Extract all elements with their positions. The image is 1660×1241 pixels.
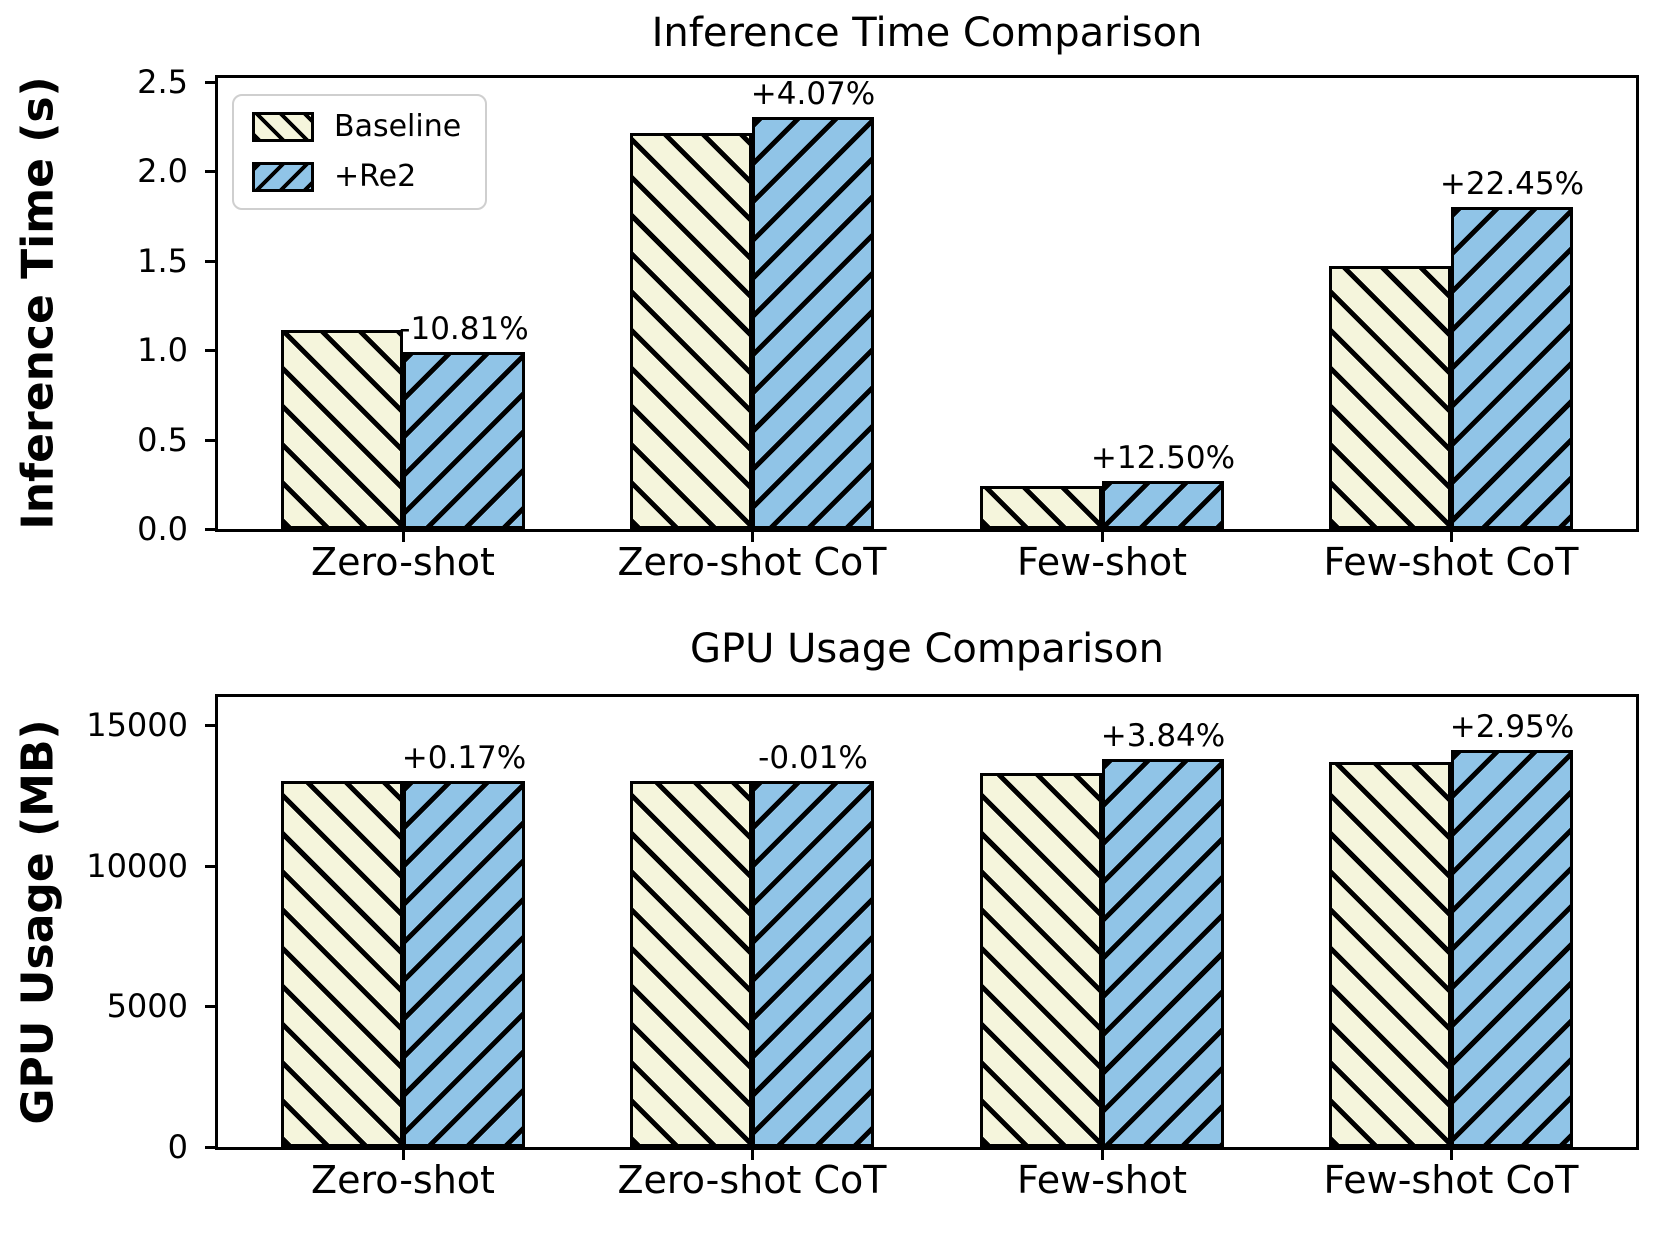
x-tick-label-zero-shot-cot: Zero-shot CoT bbox=[617, 540, 887, 584]
y-tick-mark bbox=[205, 260, 215, 263]
bar-baseline-zero-shot bbox=[281, 330, 403, 529]
pct-change-label-zero-shot-cot: -0.01% bbox=[758, 740, 868, 776]
legend-re2-label: +Re2 bbox=[334, 159, 417, 194]
x-tick-label-few-shot: Few-shot bbox=[1017, 540, 1187, 584]
y-tick-label-5000: 5000 bbox=[106, 987, 188, 1025]
y-tick-mark bbox=[205, 349, 215, 352]
y-tick-label-1.0: 1.0 bbox=[137, 331, 188, 369]
y-tick-mark bbox=[205, 170, 215, 173]
gpu-usage-chart-title: GPU Usage Comparison bbox=[690, 626, 1164, 672]
x-tick-mark-zero-shot-cot bbox=[751, 1150, 754, 1160]
legend-baseline-label: Baseline bbox=[334, 109, 462, 144]
x-tick-label-zero-shot: Zero-shot bbox=[311, 1158, 495, 1202]
x-tick-mark-few-shot-cot bbox=[1450, 1150, 1453, 1160]
y-tick-label-0.0: 0.0 bbox=[137, 510, 188, 548]
pct-change-label-few-shot: +12.50% bbox=[1090, 440, 1236, 476]
legend: Baseline +Re2 bbox=[232, 94, 488, 210]
x-tick-label-few-shot: Few-shot bbox=[1017, 1158, 1187, 1202]
y-tick-mark bbox=[205, 528, 215, 531]
gpu-usage-plot-area: 0 5000 10000 15000 Zero-shot +0.17% Zero-shot … bbox=[86, 694, 1639, 1202]
bar-baseline-few-shot-cot bbox=[1329, 762, 1451, 1147]
bar-baseline-zero-shot-cot bbox=[630, 781, 752, 1147]
x-tick-mark-zero-shot-cot bbox=[751, 532, 754, 542]
y-tick-label-0.5: 0.5 bbox=[137, 421, 188, 459]
y-tick-mark bbox=[205, 724, 215, 727]
pct-change-label-few-shot-cot: +2.95% bbox=[1449, 709, 1575, 745]
bar--re2-zero-shot bbox=[403, 352, 525, 529]
y-tick-label-2.5: 2.5 bbox=[137, 63, 188, 101]
inference-time-y-axis-label: Inference Time (s) bbox=[12, 76, 64, 530]
y-tick-mark bbox=[205, 1005, 215, 1008]
y-tick-label-10000: 10000 bbox=[86, 847, 188, 885]
bar--re2-zero-shot-cot bbox=[752, 781, 874, 1147]
bar--re2-zero-shot bbox=[403, 781, 525, 1147]
legend-baseline-swatch-icon bbox=[252, 112, 314, 142]
x-tick-label-zero-shot: Zero-shot bbox=[311, 540, 495, 584]
x-tick-label-few-shot-cot: Few-shot CoT bbox=[1323, 1158, 1579, 1202]
inference-time-chart-title: Inference Time Comparison bbox=[651, 10, 1203, 56]
bar--re2-few-shot bbox=[1102, 759, 1224, 1147]
x-tick-label-few-shot-cot: Few-shot CoT bbox=[1323, 540, 1579, 584]
pct-change-label-zero-shot: +0.17% bbox=[401, 740, 527, 776]
inference-time-plot-area: Baseline +Re2 0.0 0.5 1.0 1.5 2.0 2.5 Zero-sho… bbox=[137, 63, 1639, 584]
x-tick-mark-zero-shot bbox=[402, 532, 405, 542]
legend-re2-swatch-icon bbox=[252, 162, 314, 192]
bar--re2-few-shot-cot bbox=[1451, 750, 1573, 1147]
y-tick-label-0: 0 bbox=[167, 1128, 188, 1166]
legend-item-baseline: Baseline bbox=[252, 110, 461, 144]
bar--re2-few-shot-cot bbox=[1451, 207, 1573, 529]
gpu-usage-y-axis-label: GPU Usage (MB) bbox=[12, 719, 64, 1125]
bar-baseline-zero-shot bbox=[281, 781, 403, 1147]
y-tick-mark bbox=[205, 1146, 215, 1149]
y-tick-label-1.5: 1.5 bbox=[137, 242, 188, 280]
pct-change-label-zero-shot: -10.81% bbox=[399, 311, 529, 347]
pct-change-label-zero-shot-cot: +4.07% bbox=[750, 76, 876, 112]
bar-baseline-zero-shot-cot bbox=[630, 133, 752, 529]
y-tick-label-15000: 15000 bbox=[86, 706, 188, 744]
bar--re2-zero-shot-cot bbox=[752, 117, 874, 529]
x-tick-mark-few-shot bbox=[1101, 532, 1104, 542]
pct-change-label-few-shot-cot: +22.45% bbox=[1439, 166, 1585, 202]
pct-change-label-few-shot: +3.84% bbox=[1100, 718, 1226, 754]
bar-baseline-few-shot bbox=[980, 773, 1102, 1147]
bar--re2-few-shot bbox=[1102, 481, 1224, 529]
bar-baseline-few-shot bbox=[980, 486, 1102, 529]
x-tick-mark-few-shot bbox=[1101, 1150, 1104, 1160]
x-tick-label-zero-shot-cot: Zero-shot CoT bbox=[617, 1158, 887, 1202]
y-tick-mark bbox=[205, 81, 215, 84]
x-tick-mark-zero-shot bbox=[402, 1150, 405, 1160]
y-tick-label-2.0: 2.0 bbox=[137, 152, 188, 190]
y-tick-mark bbox=[205, 865, 215, 868]
y-tick-mark bbox=[205, 439, 215, 442]
legend-item-re2: +Re2 bbox=[252, 160, 461, 194]
x-tick-mark-few-shot-cot bbox=[1450, 532, 1453, 542]
bar-baseline-few-shot-cot bbox=[1329, 266, 1451, 529]
